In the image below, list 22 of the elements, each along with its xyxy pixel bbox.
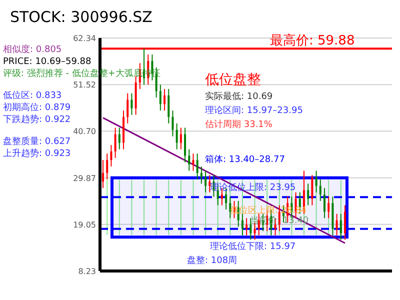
annotation: 理论低位下限: 15.97	[210, 241, 296, 252]
text: 初期高位: 0.879	[3, 102, 71, 113]
band-label: 箱体: 13.40–28.77	[205, 154, 285, 165]
y-tick-label: 62.34	[73, 34, 96, 43]
y-tick-label: 8.23	[78, 267, 96, 276]
text: 盘整质量: 0.627	[3, 136, 71, 147]
annotation: 估计周期 33.1%	[205, 119, 273, 130]
y-tick-label: 40.70	[73, 127, 96, 136]
text: PRICE: 10.69–59.88	[3, 57, 92, 67]
text: 下跌趋势: 0.922	[3, 114, 71, 125]
chart-title: STOCK: 300996.SZ	[10, 8, 152, 26]
annotation: 低位盘整	[205, 72, 261, 88]
annotation: 盘整: 108周	[187, 255, 238, 266]
text: 上升趋势: 0.923	[3, 148, 71, 159]
y-tick-label: 19.05	[73, 220, 96, 230]
text: 低位区: 0.833	[3, 90, 62, 101]
text: 相似度: 0.805	[3, 44, 62, 55]
annotation: 实际最低: 10.69	[205, 91, 273, 102]
annotation: 理论区间: 15.97–23.95	[205, 105, 303, 116]
y-tick-label: 29.87	[73, 174, 96, 183]
ref-line-label: 最高价: 59.88	[270, 32, 355, 49]
y-tick-label: 51.52	[73, 80, 96, 90]
